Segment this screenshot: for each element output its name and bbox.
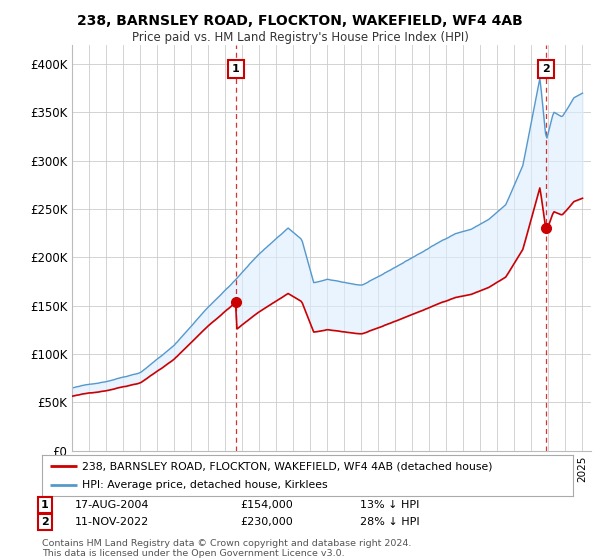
Text: £154,000: £154,000	[240, 500, 293, 510]
Text: 11-NOV-2022: 11-NOV-2022	[75, 517, 149, 527]
Text: £230,000: £230,000	[240, 517, 293, 527]
Text: 2: 2	[41, 517, 49, 527]
Text: 1: 1	[232, 64, 240, 74]
Text: 238, BARNSLEY ROAD, FLOCKTON, WAKEFIELD, WF4 4AB: 238, BARNSLEY ROAD, FLOCKTON, WAKEFIELD,…	[77, 14, 523, 28]
Text: 2: 2	[542, 64, 550, 74]
Text: HPI: Average price, detached house, Kirklees: HPI: Average price, detached house, Kirk…	[82, 480, 328, 489]
Text: 17-AUG-2004: 17-AUG-2004	[75, 500, 149, 510]
Text: 1: 1	[41, 500, 49, 510]
Text: 28% ↓ HPI: 28% ↓ HPI	[360, 517, 419, 527]
Text: 238, BARNSLEY ROAD, FLOCKTON, WAKEFIELD, WF4 4AB (detached house): 238, BARNSLEY ROAD, FLOCKTON, WAKEFIELD,…	[82, 461, 493, 471]
Text: Contains HM Land Registry data © Crown copyright and database right 2024.
This d: Contains HM Land Registry data © Crown c…	[42, 539, 412, 558]
Text: 13% ↓ HPI: 13% ↓ HPI	[360, 500, 419, 510]
Text: Price paid vs. HM Land Registry's House Price Index (HPI): Price paid vs. HM Land Registry's House …	[131, 31, 469, 44]
